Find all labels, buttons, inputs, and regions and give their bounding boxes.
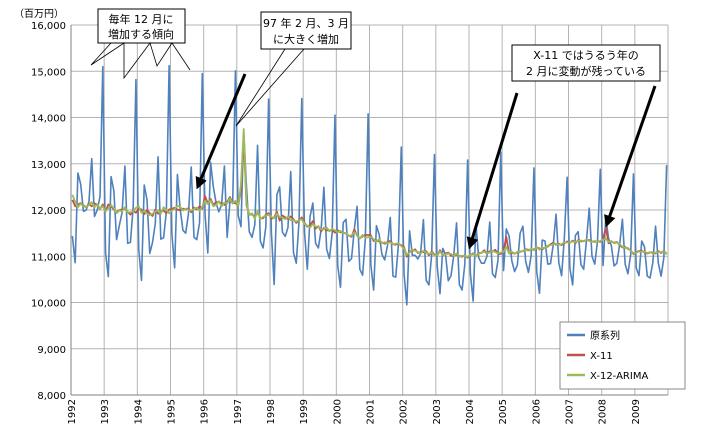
callout-december-pointer — [90, 42, 191, 80]
y-axis-tick-labels: 16,000 15,000 14,000 13,000 12,000 11,000 10,0… — [31, 21, 66, 402]
y-tick-label: 14,000 — [31, 114, 66, 125]
x-tick-label: 2000 — [332, 399, 343, 424]
x-tick-label: 2003 — [432, 399, 443, 424]
y-tick-label: 12,000 — [31, 206, 66, 217]
y-tick-label: 13,000 — [31, 160, 66, 171]
x-tick-label: 2008 — [598, 399, 609, 424]
y-axis-unit-label: （百万円） — [14, 8, 64, 20]
arrow-2004 — [466, 92, 519, 250]
x-axis-tick-labels: 1992 1993 1994 1995 1996 1997 1998 1999 2000 2001… — [67, 399, 642, 424]
y-tick-label: 10,000 — [31, 299, 66, 310]
callout-1997-line-2: に大きく増加 — [273, 32, 339, 46]
x-tick-label: 1993 — [100, 399, 111, 424]
x-tick-label: 1999 — [299, 399, 310, 424]
x-tick-label: 2001 — [366, 399, 377, 424]
x-tick-label: 2002 — [399, 399, 410, 424]
y-tick-label: 8,000 — [37, 391, 66, 402]
x-tick-label: 2007 — [565, 399, 576, 424]
callout-1997: 97 年 2 月、3 月 に大きく増加 — [235, 11, 352, 127]
callout-december-line-1: 毎年 12 月に — [109, 12, 174, 26]
series-line-x12arima — [71, 128, 668, 258]
series-line-original — [71, 64, 668, 306]
x-tick-label: 2006 — [531, 399, 542, 424]
y-tick-label: 9,000 — [37, 345, 66, 356]
callout-december-line-2: 増加する傾向 — [108, 27, 174, 41]
legend-label-x12arima: X-12-ARIMA — [590, 371, 648, 382]
callout-leap-year-line-2: 2 月に変動が残っている — [526, 64, 646, 78]
x-tick-label: 1992 — [67, 399, 78, 424]
x-tick-label: 1994 — [133, 399, 144, 424]
x-tick-label: 2009 — [631, 399, 642, 424]
legend: 原系列 X-11 X-12-ARIMA — [559, 321, 686, 390]
callout-1997-box — [260, 11, 352, 50]
y-tick-label: 15,000 — [31, 67, 66, 78]
callout-leap-year-line-1: X-11 ではうるう年の — [533, 48, 638, 62]
y-tick-label: 16,000 — [31, 21, 66, 32]
legend-label-x11: X-11 — [590, 351, 613, 362]
y-tick-label: 11,000 — [31, 252, 66, 263]
x-tick-label: 2004 — [465, 399, 476, 424]
callout-december: 毎年 12 月に 増加する傾向 — [90, 8, 191, 80]
x-tick-label: 1998 — [266, 399, 277, 424]
series-layer — [71, 64, 668, 306]
x-tick-label: 1996 — [200, 399, 211, 424]
callout-1997-pointer — [235, 48, 305, 127]
callout-leap-year: X-11 ではうるう年の 2 月に変動が残っている — [511, 44, 661, 82]
callout-1997-line-1: 97 年 2 月、3 月 — [263, 16, 349, 30]
legend-label-original: 原系列 — [590, 329, 620, 342]
x-tick-label: 2005 — [498, 399, 509, 424]
arrow-2008 — [604, 85, 657, 228]
x-tick-label: 1997 — [233, 399, 244, 424]
x-tick-label: 1995 — [167, 399, 178, 424]
callout-december-box — [97, 8, 186, 44]
arrow-1996 — [195, 73, 247, 190]
callout-leap-year-box — [511, 44, 661, 82]
